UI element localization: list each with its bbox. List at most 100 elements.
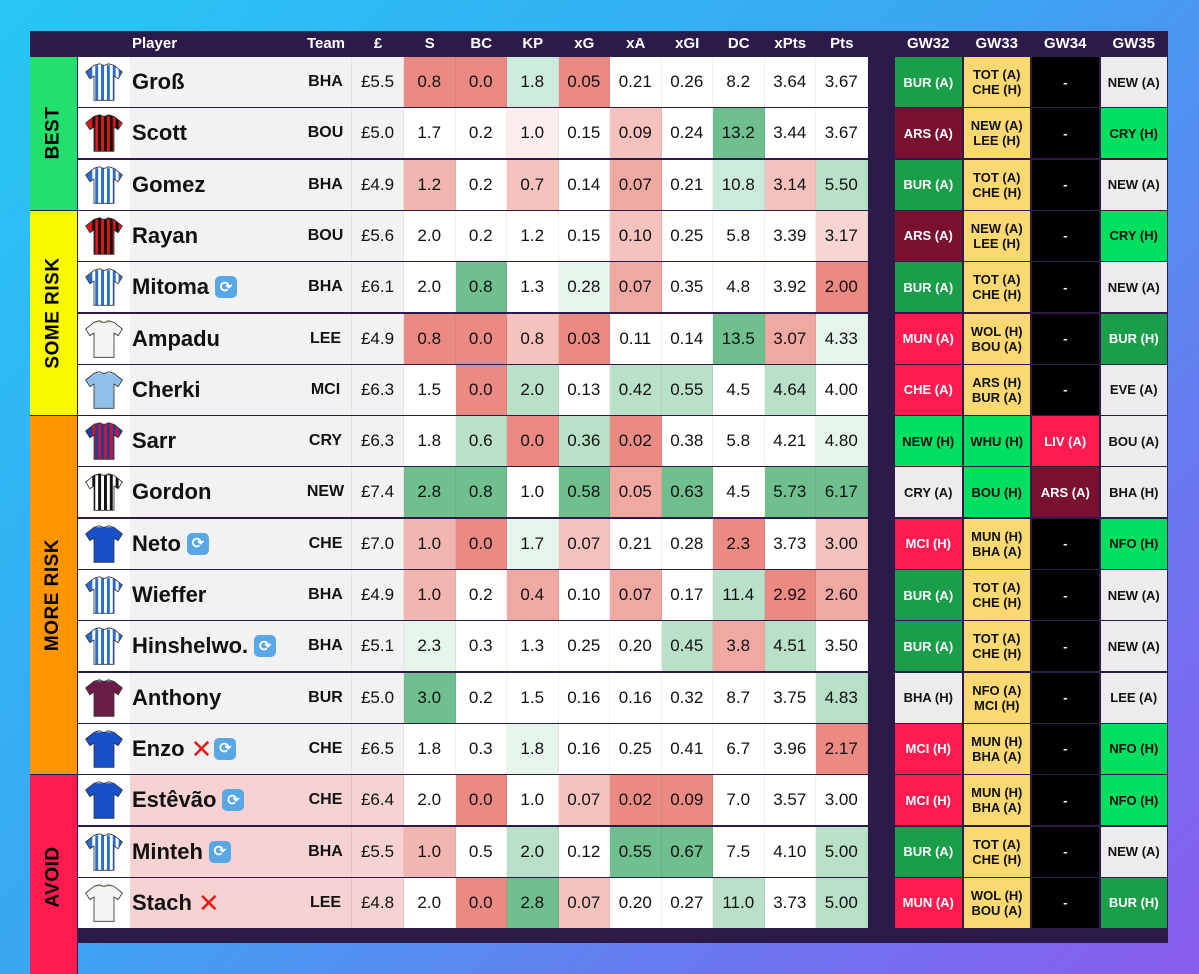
- price: £7.0: [352, 518, 404, 569]
- fixture-opponent: WOL (H): [970, 323, 1023, 339]
- stat-bc: 0.6: [455, 416, 507, 467]
- stat-xa: 0.11: [610, 313, 662, 364]
- fixture-opponent: NFO (A): [972, 682, 1022, 698]
- player-name: Stach: [132, 889, 192, 915]
- player-name: Scott: [132, 120, 187, 146]
- fixture-opponent: NEW (A): [970, 220, 1023, 236]
- fixture-gw32: BUR (A): [895, 570, 962, 620]
- player-name-cell: Stach ✕: [78, 877, 300, 928]
- stat-dc: 11.0: [713, 877, 765, 928]
- fixture-opponent: NEW (A): [1107, 74, 1160, 90]
- fixture-gw35: BUR (H): [1100, 877, 1167, 928]
- fixture-gw34: -: [1032, 57, 1099, 107]
- fixture-opponent: -: [1063, 895, 1068, 911]
- che-kit-graphic: [85, 524, 123, 563]
- stat-kp: 0.4: [507, 570, 559, 620]
- stat-xg: 0.16: [558, 723, 610, 774]
- player-name: Mitoma: [132, 274, 209, 300]
- stat-xpts: 3.64: [764, 57, 816, 107]
- jersey-icon: [78, 877, 130, 928]
- stat-xpts: 2.92: [764, 570, 816, 620]
- fixture-gw33: TOT (A) CHE (H): [963, 621, 1030, 672]
- stat-bc: 0.2: [455, 570, 507, 620]
- fixture-opponent: BUR (A): [971, 389, 1022, 405]
- stat-dc: 5.8: [713, 210, 765, 261]
- stat-bc: 0.2: [455, 210, 507, 261]
- fixture-opponent: BHA (H): [1109, 484, 1159, 500]
- stat-kp: 1.5: [507, 672, 559, 723]
- stat-pts: 3.50: [816, 621, 868, 672]
- player-name: Gomez: [132, 171, 206, 197]
- fixture-gw33: MUN (H) BHA (A): [963, 723, 1030, 774]
- stat-xgi: 0.25: [661, 210, 713, 261]
- stat-xpts: 3.96: [764, 723, 816, 774]
- group-label-text: MORE RISK: [42, 539, 64, 652]
- stat-s: 2.0: [404, 210, 456, 261]
- stat-s: 1.7: [404, 108, 456, 159]
- header-stat-dc: DC: [727, 35, 750, 52]
- fixture-gw35: CRY (H): [1100, 108, 1167, 159]
- stat-bc: 0.0: [455, 518, 507, 569]
- team-code: CRY: [300, 416, 352, 467]
- fixture-opponent: -: [1063, 690, 1068, 706]
- group-label-text: SOME RISK: [42, 257, 64, 369]
- stat-s: 2.0: [404, 262, 456, 313]
- fixture-gw34: LIV (A): [1032, 416, 1099, 467]
- price: £6.5: [352, 723, 404, 774]
- price: £6.3: [352, 364, 404, 415]
- stat-bc: 0.3: [455, 621, 507, 672]
- fixture-gw34: -: [1032, 313, 1099, 364]
- stat-kp: 2.0: [507, 364, 559, 415]
- stat-pts: 6.17: [816, 467, 868, 518]
- fixture-opponent: BHA (A): [972, 543, 1022, 559]
- stat-pts: 4.33: [816, 313, 868, 364]
- bur-kit-graphic: [85, 678, 123, 717]
- fixture-opponent: LEE (H): [973, 235, 1021, 251]
- player-name: Groß: [132, 69, 185, 94]
- fixture-opponent: NEW (A): [970, 118, 1023, 134]
- fixture-opponent: BUR (A): [903, 844, 954, 859]
- fixture-opponent: CRY (H): [1109, 125, 1158, 141]
- stat-xpts: 3.92: [764, 262, 816, 313]
- fixture-gw35: LEE (A): [1100, 672, 1167, 723]
- player-name: Minteh: [132, 838, 203, 864]
- fixture-gw35: NFO (H): [1100, 775, 1167, 826]
- stat-xa: 0.21: [610, 518, 662, 569]
- stat-dc: 4.8: [713, 262, 765, 313]
- transfer-icon: ⟳: [254, 635, 277, 658]
- fixture-gw35: BHA (H): [1100, 467, 1167, 518]
- fixture-gw34: -: [1032, 570, 1099, 620]
- stat-dc: 7.5: [713, 826, 765, 877]
- fixture-opponent: BOU (H): [971, 484, 1023, 500]
- fixture-opponent: CRY (A): [904, 484, 953, 500]
- team-code: LEE: [300, 877, 352, 928]
- fixture-opponent: -: [1063, 587, 1068, 603]
- stat-xa: 0.09: [610, 108, 662, 159]
- stat-xpts: 5.73: [764, 467, 816, 518]
- team-code: BHA: [300, 57, 352, 107]
- stat-bc: 0.0: [455, 877, 507, 928]
- fixture-gw32: BUR (A): [895, 159, 962, 210]
- fixture-gw33: BOU (H): [963, 467, 1030, 518]
- jersey-icon: [78, 57, 130, 107]
- header-stat-xa: xA: [626, 35, 646, 52]
- fixture-opponent: NFO (H): [1109, 792, 1159, 808]
- price: £5.5: [352, 826, 404, 877]
- fixture-opponent: WOL (H): [970, 887, 1023, 903]
- player-name: Ampadu: [132, 325, 220, 351]
- fixture-gw32: BUR (A): [895, 621, 962, 672]
- team-code: CHE: [300, 775, 352, 826]
- fixture-gw33: TOT (A) CHE (H): [963, 57, 1030, 107]
- stat-xgi: 0.21: [661, 159, 713, 210]
- stat-dc: 8.2: [713, 57, 765, 107]
- price: £5.6: [352, 210, 404, 261]
- fixture-opponent: BHA (A): [972, 800, 1022, 816]
- stat-pts: 4.00: [816, 364, 868, 415]
- player-name-cell: Anthony: [78, 672, 300, 723]
- fixture-opponent: BUR (H): [1108, 331, 1159, 346]
- stat-kp: 1.2: [507, 210, 559, 261]
- player-name: Rayan: [132, 222, 199, 248]
- fixture-opponent: NEW (A): [1107, 587, 1160, 603]
- fixture-opponent: -: [1063, 74, 1068, 90]
- fixture-gw34: -: [1032, 210, 1099, 261]
